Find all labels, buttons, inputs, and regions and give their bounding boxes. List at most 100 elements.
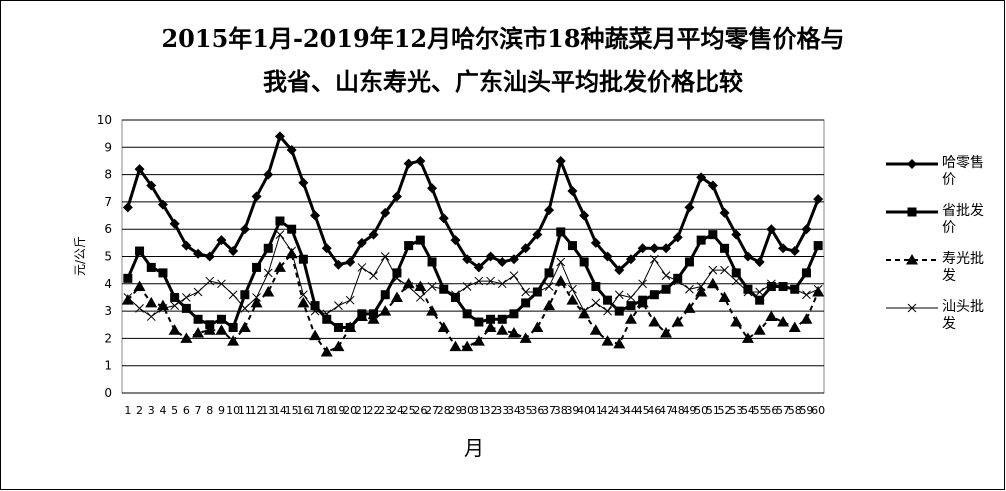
marker (472, 335, 485, 346)
marker (392, 268, 402, 278)
marker (661, 271, 671, 280)
marker (450, 235, 461, 246)
marker (180, 332, 193, 343)
marker (741, 332, 754, 343)
marker (168, 324, 181, 335)
legend-swatch (886, 159, 938, 169)
y-tick-label: 10 (97, 113, 112, 127)
marker (753, 324, 766, 335)
x-tick-label: 38 (554, 404, 568, 417)
marker (181, 303, 191, 313)
marker (801, 224, 812, 235)
marker (531, 321, 544, 332)
marker (356, 237, 367, 248)
marker (743, 284, 753, 294)
x-tick-label: 56 (764, 404, 778, 417)
marker (766, 279, 776, 289)
x-tick-label: 12 (250, 404, 264, 417)
marker (263, 169, 274, 180)
y-tick-label: 2 (104, 331, 112, 345)
x-tick-label: 58 (788, 404, 802, 417)
marker (614, 290, 624, 300)
marker (123, 293, 133, 302)
x-tick-label: 19 (331, 404, 345, 417)
marker (133, 280, 146, 292)
marker (380, 290, 390, 300)
marker (802, 290, 811, 300)
marker (228, 246, 239, 257)
marker (332, 340, 345, 352)
marker (157, 199, 168, 210)
marker (380, 207, 391, 218)
marker (449, 340, 462, 352)
marker (520, 243, 531, 254)
marker (497, 256, 508, 267)
legend-label: 汕头批发 (942, 299, 984, 332)
marker (766, 224, 777, 235)
marker (462, 282, 472, 291)
x-tick-label: 3 (148, 404, 155, 417)
marker (649, 254, 659, 264)
series (123, 216, 823, 332)
marker (637, 243, 648, 254)
marker (169, 218, 180, 229)
x-tick-label: 57 (776, 404, 790, 417)
marker (671, 316, 684, 327)
marker (800, 313, 813, 324)
x-tick-label: 59 (799, 404, 813, 417)
marker (181, 293, 191, 302)
marker (123, 273, 133, 283)
x-tick-label: 8 (206, 404, 213, 417)
legend-marker (907, 159, 917, 169)
marker (240, 290, 250, 300)
x-tick-label: 17 (308, 404, 322, 417)
legend-marker (907, 207, 917, 217)
marker (695, 285, 708, 297)
marker (544, 282, 554, 291)
legend-label: 省批发价 (942, 203, 984, 236)
y-tick-label: 9 (104, 140, 112, 154)
chart-title: 2015年1月-2019年12月哈尔滨市18种蔬菜月平均零售价格与 (161, 24, 844, 53)
marker (812, 285, 825, 297)
marker (603, 306, 612, 316)
marker (556, 257, 566, 267)
x-tick-label: 16 (296, 404, 310, 417)
x-tick-label: 51 (706, 404, 720, 417)
marker (287, 224, 297, 234)
marker (402, 277, 415, 289)
marker (263, 243, 273, 253)
y-tick-label: 8 (104, 168, 112, 182)
marker (170, 301, 180, 310)
marker (613, 337, 626, 349)
marker (649, 290, 659, 300)
marker (369, 271, 378, 280)
marker (367, 313, 380, 324)
marker (708, 230, 718, 240)
x-tick-label: 54 (741, 404, 755, 417)
marker (696, 282, 706, 291)
x-tick-label: 26 (413, 404, 427, 417)
marker (801, 268, 811, 278)
marker (754, 256, 765, 267)
x-tick-label: 7 (195, 404, 202, 417)
marker (638, 279, 648, 289)
x-tick-label: 18 (320, 404, 334, 417)
x-tick-label: 44 (624, 404, 638, 417)
marker (684, 202, 695, 213)
x-tick-label: 27 (425, 404, 439, 417)
marker (263, 268, 273, 278)
marker (614, 265, 625, 276)
x-tick-label: 47 (659, 404, 673, 417)
x-tick-label: 10 (226, 404, 240, 417)
marker (251, 191, 262, 202)
marker (451, 290, 460, 300)
marker (274, 131, 285, 142)
marker (474, 276, 484, 286)
marker (135, 304, 144, 313)
marker (556, 227, 566, 237)
marker (567, 185, 578, 196)
marker (403, 158, 414, 169)
marker (497, 314, 507, 324)
